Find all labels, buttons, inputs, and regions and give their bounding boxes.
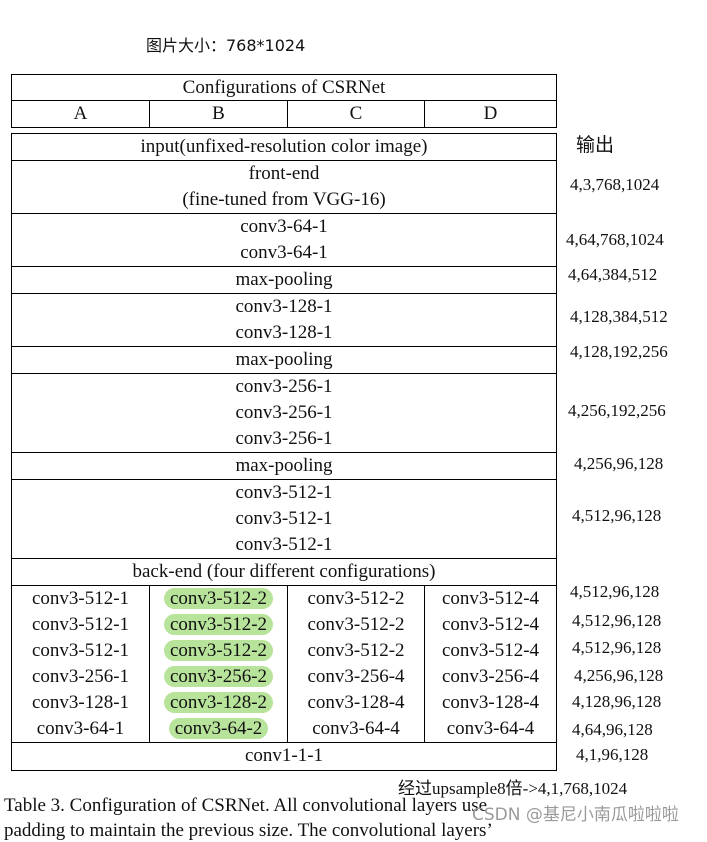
column-header-b: B xyxy=(150,101,288,127)
output-value: 4,1,96,128 xyxy=(576,745,649,764)
output-value: 4,512,96,128 xyxy=(572,611,662,630)
highlighted-layer-cell: conv3-512-2 xyxy=(163,640,274,661)
output-value: 4,3,768,1024 xyxy=(570,175,660,194)
output-value: 4,512,96,128 xyxy=(572,506,662,525)
layer-cell: conv3-256-1 xyxy=(235,402,333,423)
layer-cell: conv3-128-4 xyxy=(307,692,405,713)
layer-cell: conv3-512-1 xyxy=(235,482,333,503)
maxpool-row-1: max-pooling xyxy=(12,267,556,294)
output-value: 4,512,96,128 xyxy=(570,582,660,601)
layer-cell: conv3-512-1 xyxy=(31,614,130,635)
layer-cell: conv3-128-1 xyxy=(235,296,333,317)
layer-cell: conv3-256-4 xyxy=(307,666,405,687)
backend-grid: conv3-512-1 conv3-512-1 conv3-512-1 conv… xyxy=(12,586,556,743)
layer-cell: conv3-128-1 xyxy=(31,692,130,713)
layer-cell: conv3-64-1 xyxy=(240,216,328,237)
backend-col-a: conv3-512-1 conv3-512-1 conv3-512-1 conv… xyxy=(12,586,150,742)
config-table: input(unfixed-resolution color image) fr… xyxy=(11,133,557,771)
layer-cell: conv3-512-2 xyxy=(307,614,405,635)
layer-cell: conv3-64-1 xyxy=(36,718,125,739)
layer-cell: conv3-512-2 xyxy=(307,588,405,609)
image-size-note: 图片大小：768*1024 xyxy=(146,36,306,55)
highlighted-layer-cell: conv3-512-2 xyxy=(163,588,274,609)
output-value: 4,64,768,1024 xyxy=(566,230,664,249)
output-value: 4,256,96,128 xyxy=(574,454,664,473)
highlighted-layer-cell: conv3-64-2 xyxy=(168,718,269,739)
layer-cell: conv3-512-1 xyxy=(235,508,333,529)
layer-cell: conv3-512-1 xyxy=(31,588,130,609)
frontend-label: front-end xyxy=(248,163,320,184)
table-title-row: Configurations of CSRNet xyxy=(11,74,557,101)
output-value: 4,128,96,128 xyxy=(572,692,662,711)
frontend-row: front-end (fine-tuned from VGG-16) xyxy=(12,161,556,214)
output-value: 4,64,96,128 xyxy=(572,720,653,739)
layer-cell: conv3-128-1 xyxy=(235,322,333,343)
frontend-block-2: conv3-128-1 conv3-128-1 xyxy=(12,294,556,347)
layer-cell: conv3-512-4 xyxy=(441,588,540,609)
highlighted-layer-cell: conv3-128-2 xyxy=(163,692,274,713)
backend-col-c: conv3-512-2 conv3-512-2 conv3-512-2 conv… xyxy=(288,586,425,742)
layer-cell: conv3-256-1 xyxy=(235,428,333,449)
backend-label: back-end (four different configurations) xyxy=(12,559,556,586)
output-value: 4,512,96,128 xyxy=(572,638,662,657)
output-value: 4,256,96,128 xyxy=(574,666,664,685)
column-header-c: C xyxy=(288,101,425,127)
backend-col-b: conv3-512-2 conv3-512-2 conv3-512-2 conv… xyxy=(150,586,288,742)
column-header-d: D xyxy=(483,103,498,124)
frontend-block-1: conv3-64-1 conv3-64-1 xyxy=(12,214,556,267)
output-header: 输出 xyxy=(576,134,615,156)
maxpool-row-3: max-pooling xyxy=(12,453,556,480)
table-caption-line2: padding to maintain the previous size. T… xyxy=(4,820,493,841)
backend-col-d: conv3-512-4 conv3-512-4 conv3-512-4 conv… xyxy=(425,586,556,742)
output-value: 4,64,384,512 xyxy=(568,265,658,284)
layer-cell: conv3-512-2 xyxy=(307,640,405,661)
table-caption: Table 3. Configuration of CSRNet. All co… xyxy=(4,795,488,816)
layer-cell: conv3-512-4 xyxy=(441,614,540,635)
column-header-a: A xyxy=(12,101,150,127)
layer-cell: conv3-64-1 xyxy=(240,242,328,263)
final-conv-row: conv1-1-1 xyxy=(244,745,324,766)
input-row: input(unfixed-resolution color image) xyxy=(12,134,556,161)
layer-cell: conv3-256-1 xyxy=(31,666,130,687)
table-title: Configurations of CSRNet xyxy=(182,77,386,98)
highlighted-layer-cell: conv3-256-2 xyxy=(163,666,274,687)
layer-cell: conv3-128-4 xyxy=(441,692,540,713)
frontend-block-4: conv3-512-1 conv3-512-1 conv3-512-1 xyxy=(12,480,556,559)
column-header-row: A B C D xyxy=(11,100,557,128)
frontend-sublabel: (fine-tuned from VGG-16) xyxy=(182,189,386,210)
layer-cell: conv3-512-1 xyxy=(235,534,333,555)
output-value: 4,128,192,256 xyxy=(570,342,668,361)
output-value: 4,128,384,512 xyxy=(570,307,668,326)
highlighted-layer-cell: conv3-512-2 xyxy=(163,614,274,635)
maxpool-row-2: max-pooling xyxy=(12,347,556,374)
layer-cell: conv3-256-1 xyxy=(235,376,333,397)
layer-cell: conv3-256-4 xyxy=(441,666,540,687)
layer-cell: conv3-512-4 xyxy=(441,640,540,661)
output-value: 4,256,192,256 xyxy=(568,401,666,420)
watermark: CSDN @基尼小南瓜啦啦啦 xyxy=(472,805,679,825)
layer-cell: conv3-64-4 xyxy=(446,718,535,739)
layer-cell: conv3-512-1 xyxy=(31,640,130,661)
layer-cell: conv3-64-4 xyxy=(312,718,400,739)
upsample-note: 经过upsample8倍->4,1,768,1024 xyxy=(398,779,628,798)
frontend-block-3: conv3-256-1 conv3-256-1 conv3-256-1 xyxy=(12,374,556,453)
